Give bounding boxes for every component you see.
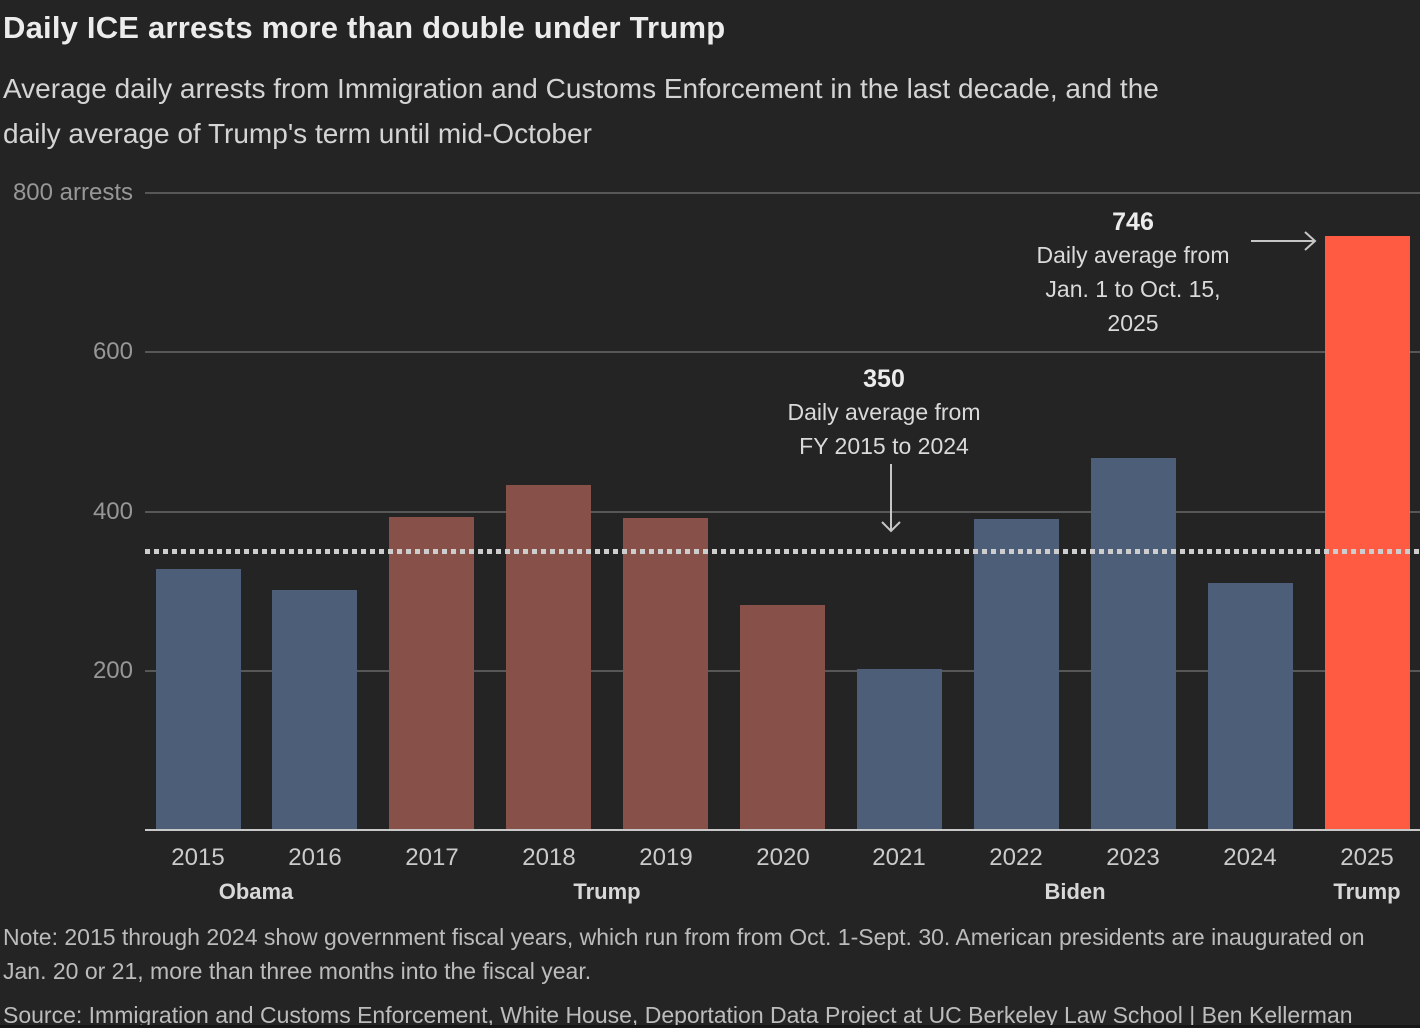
footnote-line-1: Note: 2015 through 2024 show government … — [3, 924, 1365, 950]
x-axis-label-2022: 2022 — [989, 844, 1043, 871]
annotation-746-line-1: Daily average from — [1036, 242, 1230, 268]
annotation-746-line-3: 2025 — [1107, 310, 1159, 336]
x-axis-label-2025: 2025 — [1340, 844, 1394, 871]
arrow-right-icon — [1251, 231, 1317, 251]
bar-2024 — [1208, 583, 1293, 830]
president-label-trump-3: Trump — [1333, 879, 1401, 904]
gridline-800 — [145, 192, 1420, 194]
bar-2019 — [623, 518, 708, 830]
y-axis-label-800: 800 arrests — [12, 179, 133, 206]
x-axis-label-2015: 2015 — [171, 844, 225, 871]
bar-2023 — [1091, 458, 1176, 830]
bar-2021 — [857, 669, 942, 830]
bar-2015 — [156, 569, 241, 830]
y-axis-label-600: 600 — [92, 338, 133, 365]
x-axis-label-2018: 2018 — [522, 844, 576, 871]
gridline-600 — [145, 351, 1420, 353]
window-bottom-edge — [0, 1025, 1420, 1028]
average-reference-line — [145, 549, 1420, 554]
page-title: Daily ICE arrests more than double under… — [3, 10, 726, 45]
source-credit: Source: Immigration and Customs Enforcem… — [3, 1002, 1353, 1028]
gridline-400 — [145, 511, 1420, 513]
bar-2020 — [740, 605, 825, 830]
footnote-line-2: Jan. 20 or 21, more than three months in… — [3, 958, 592, 984]
y-axis-label-400: 400 — [92, 498, 133, 525]
x-axis-label-2017: 2017 — [405, 844, 459, 871]
annotation-746-value: 746 — [1112, 208, 1154, 236]
x-axis-label-2016: 2016 — [288, 844, 342, 871]
footnote: Note: 2015 through 2024 show government … — [3, 920, 1365, 988]
x-axis-baseline — [145, 829, 1420, 831]
page-subtitle: Average daily arrests from Immigration a… — [3, 66, 1159, 156]
arrow-down-icon — [881, 464, 901, 533]
x-axis-label-2024: 2024 — [1223, 844, 1277, 871]
bar-2025 — [1325, 236, 1410, 830]
annotation-350: 350 Daily average from FY 2015 to 2024 — [754, 363, 1014, 463]
annotation-746: 746 Daily average from Jan. 1 to Oct. 15… — [1003, 206, 1263, 340]
president-label-biden-2: Biden — [1044, 879, 1106, 904]
subtitle-line-1: Average daily arrests from Immigration a… — [3, 73, 1159, 104]
subtitle-line-2: daily average of Trump's term until mid-… — [3, 118, 592, 149]
annotation-746-line-2: Jan. 1 to Oct. 15, — [1045, 276, 1221, 302]
annotation-350-line-1: Daily average from — [787, 399, 981, 425]
x-axis-label-2020: 2020 — [756, 844, 810, 871]
bar-2017 — [389, 517, 474, 830]
bar-2016 — [272, 590, 357, 830]
bar-2018 — [506, 485, 591, 830]
x-axis-label-2021: 2021 — [872, 844, 926, 871]
x-axis-label-2023: 2023 — [1106, 844, 1160, 871]
annotation-350-line-2: FY 2015 to 2024 — [799, 433, 969, 459]
president-label-trump-1: Trump — [573, 879, 641, 904]
annotation-350-value: 350 — [863, 365, 905, 393]
x-axis-label-2019: 2019 — [639, 844, 693, 871]
president-label-obama-0: Obama — [218, 879, 294, 904]
y-axis-label-200: 200 — [92, 657, 133, 684]
bar-2022 — [974, 519, 1059, 830]
